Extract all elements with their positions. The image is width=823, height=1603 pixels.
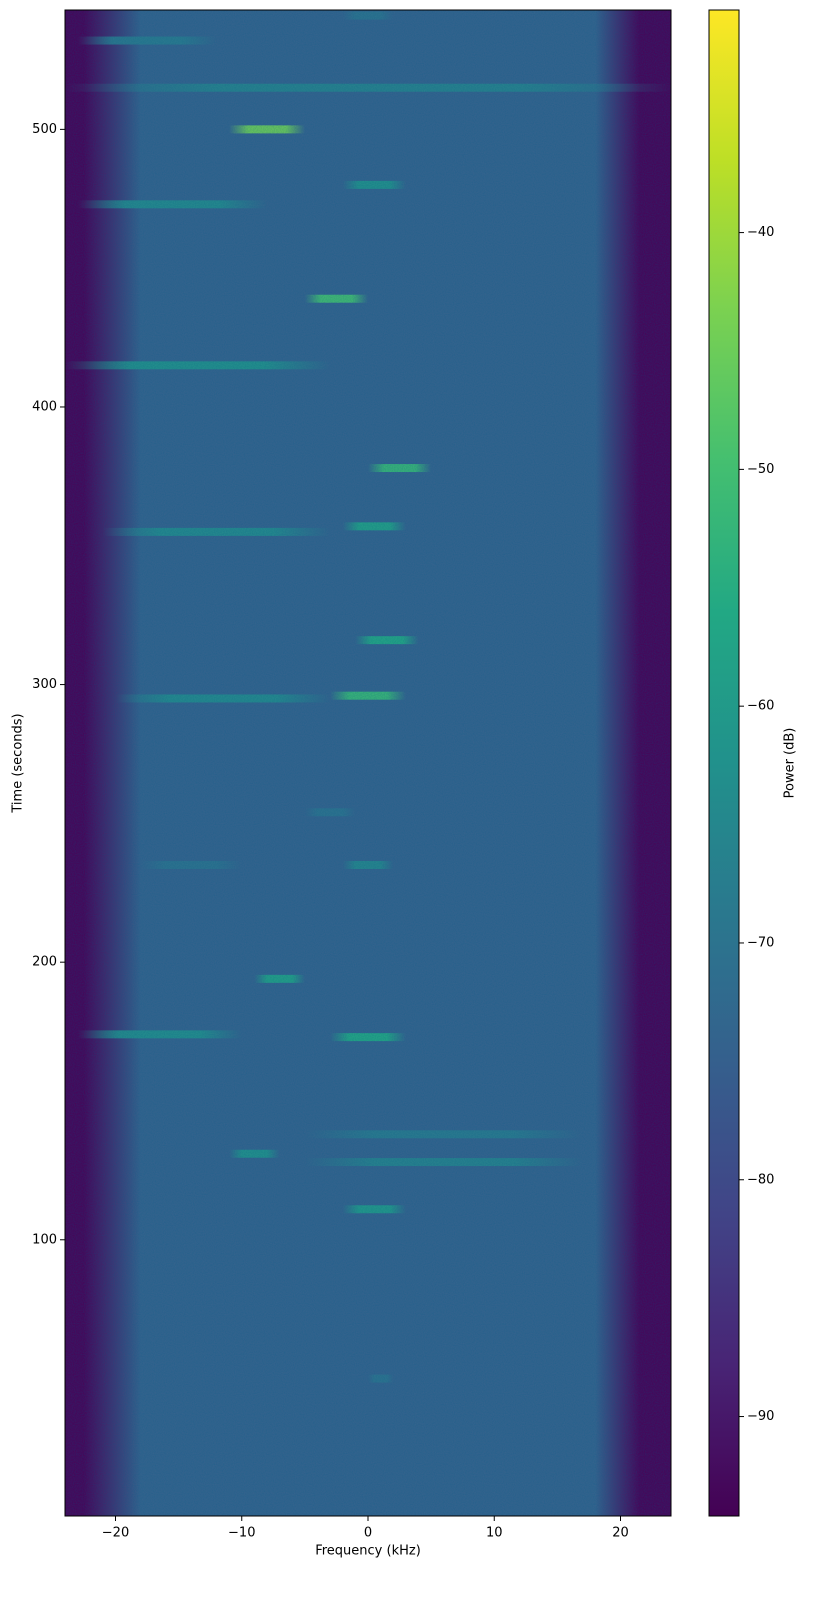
x-tick-label: −10 — [228, 1526, 255, 1541]
colorbar-tick-label: −70 — [747, 935, 774, 950]
colorbar-tick-label: −40 — [747, 225, 774, 240]
y-tick-label: 100 — [32, 1232, 57, 1247]
colorbar-tick-label: −80 — [747, 1172, 774, 1187]
colorbar-tick-label: −90 — [747, 1409, 774, 1424]
y-tick-label: 500 — [32, 122, 57, 137]
noise-texture — [65, 10, 671, 1516]
colorbar-label: Power (dB) — [783, 728, 798, 799]
colorbar-tick-label: −60 — [747, 699, 774, 714]
y-tick-label: 200 — [32, 955, 57, 970]
y-axis-label: Time (seconds) — [11, 713, 26, 813]
x-tick-label: 10 — [486, 1526, 503, 1541]
x-tick-label: 0 — [364, 1526, 372, 1541]
x-axis-label: Frequency (kHz) — [315, 1544, 421, 1559]
colorbar — [708, 9, 740, 1517]
x-tick-label: −20 — [102, 1526, 129, 1541]
x-tick-label: 20 — [612, 1526, 629, 1541]
y-tick-label: 300 — [32, 677, 57, 692]
colorbar-tick-label: −50 — [747, 462, 774, 477]
y-tick-label: 400 — [32, 399, 57, 414]
